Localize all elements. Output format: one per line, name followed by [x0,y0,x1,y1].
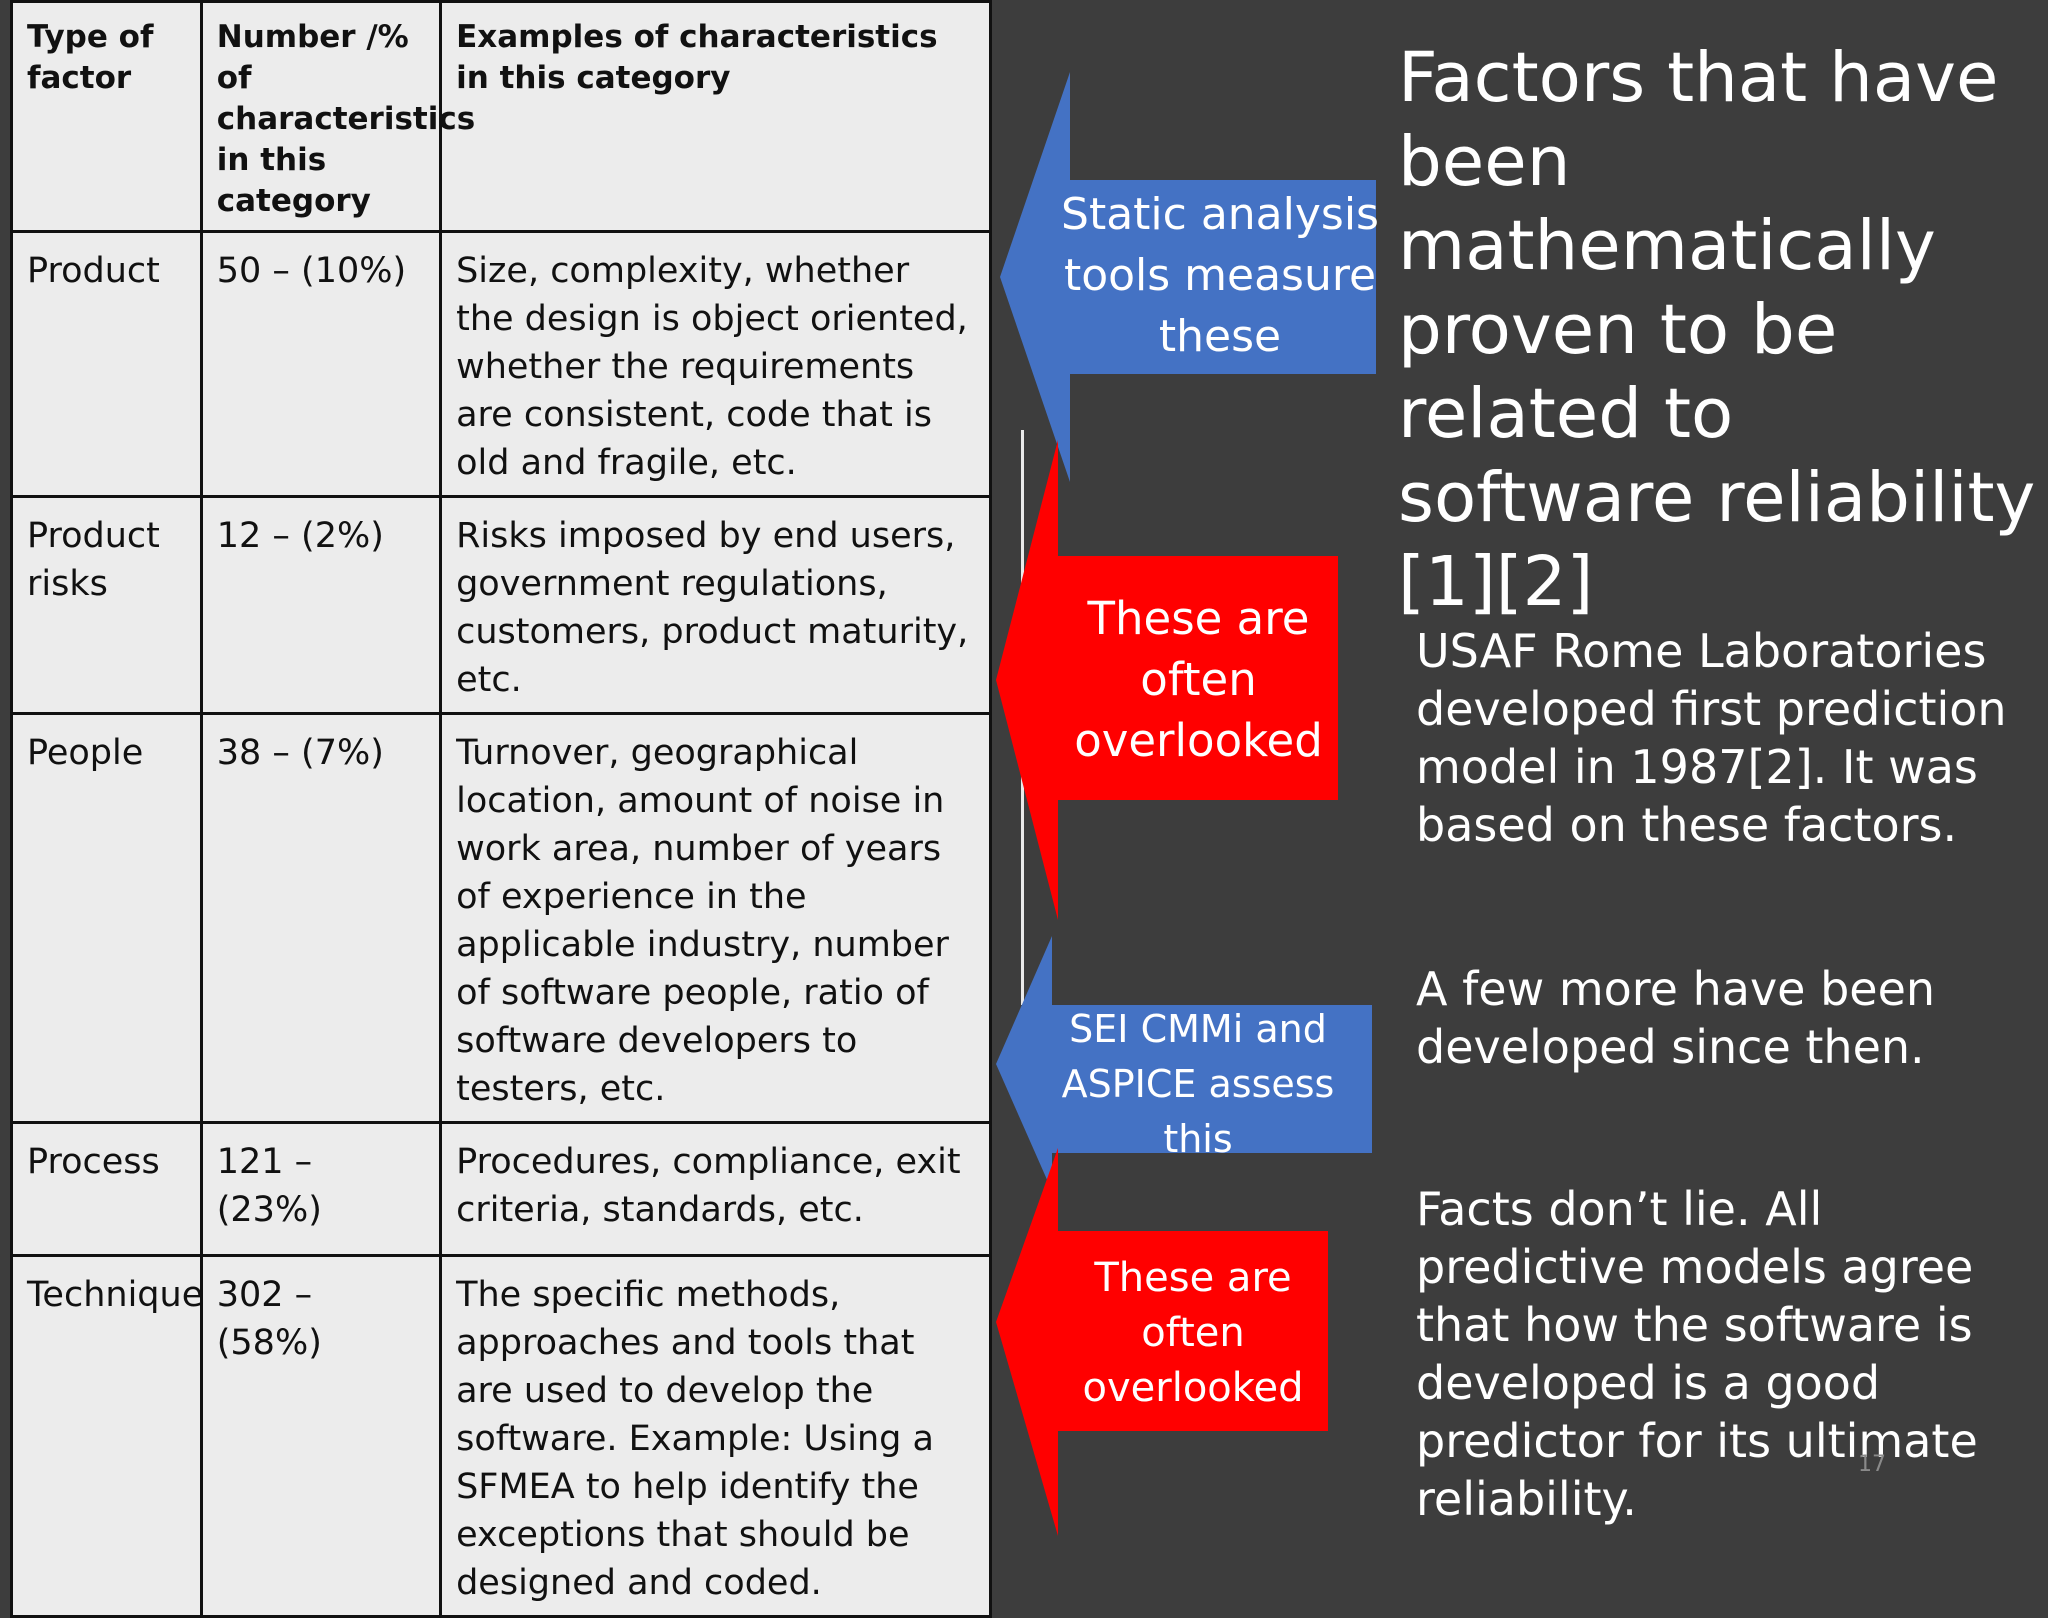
arrow-label: These are often overlooked [1074,592,1323,767]
facts-paragraph: Facts don’t lie. All predictive models a… [1416,1182,1978,1526]
cell-examples: The specific methods, approaches and too… [439,1254,992,1618]
arrow-body [1000,72,1376,482]
cell-count: 38 – (7%) [199,712,443,1124]
header-count: Number /% of characteristics in this cat… [199,0,475,233]
arrow-label: Static analysis tools measure these [1061,189,1379,362]
cell-type: Technique [10,1254,203,1618]
sei-cmmi-arrow: SEI CMMi and ASPICE assess this [996,936,1376,1191]
arrow-body [996,1148,1328,1536]
header-type: Type of factor [10,0,203,233]
cell-type: People [10,712,203,1124]
left-arrow-shape-blue [1000,72,1376,482]
overlooked-arrow-1: These are often overlooked [996,440,1341,920]
cell-examples: Turnover, geographical location, amount … [439,712,992,1124]
table-row: Product risks 12 – (2%) Risks imposed by… [10,495,992,715]
cell-examples: Size, complexity, whether the design is … [439,230,992,498]
arrow-body [996,936,1372,1191]
static-analysis-arrow: Static analysis tools measure these [1000,72,1380,482]
table-row: Product 50 – (10%) Size, complexity, whe… [10,230,992,498]
cell-count: 121 – (23%) [199,1121,443,1257]
left-arrow-shape-red [996,440,1338,920]
left-arrow-shape-red [996,1148,1328,1536]
table-header-row: Type of factor Number /% of characterist… [10,0,992,233]
cell-count: 12 – (2%) [199,495,443,715]
table-row: People 38 – (7%) Turnover, geographical … [10,712,992,1124]
cell-type: Product [10,230,203,498]
usaf-paragraph: USAF Rome Laboratories developed first p… [1416,624,2007,852]
table-row: Technique 302 – (58%) The specific metho… [10,1254,992,1618]
arrow-label: These are often overlooked [1082,1255,1304,1411]
table-row: Process 121 – (23%) Procedures, complian… [10,1121,992,1257]
arrow-label: SEI CMMi and ASPICE assess this [1061,1007,1335,1161]
overlooked-arrow-2: These are often overlooked [996,1148,1331,1536]
factors-table: Type of factor Number /% of characterist… [10,0,992,1618]
cell-type: Process [10,1121,203,1257]
cell-type: Product risks [10,495,203,715]
arrow-body [996,440,1338,920]
slide-title: Factors that have been mathematically pr… [1398,38,2036,622]
slide: Type of factor Number /% of characterist… [10,0,2036,1618]
left-arrow-shape-blue [996,936,1372,1191]
page-number: 17 [1858,1452,1886,1477]
few-more-paragraph: A few more have been developed since the… [1416,962,1936,1074]
cell-examples: Procedures, compliance, exit criteria, s… [439,1121,992,1257]
cell-count: 50 – (10%) [199,230,443,498]
cell-count: 302 – (58%) [199,1254,443,1618]
header-examples: Examples of characteristics in this cate… [439,0,992,233]
cell-examples: Risks imposed by end users, government r… [439,495,992,715]
